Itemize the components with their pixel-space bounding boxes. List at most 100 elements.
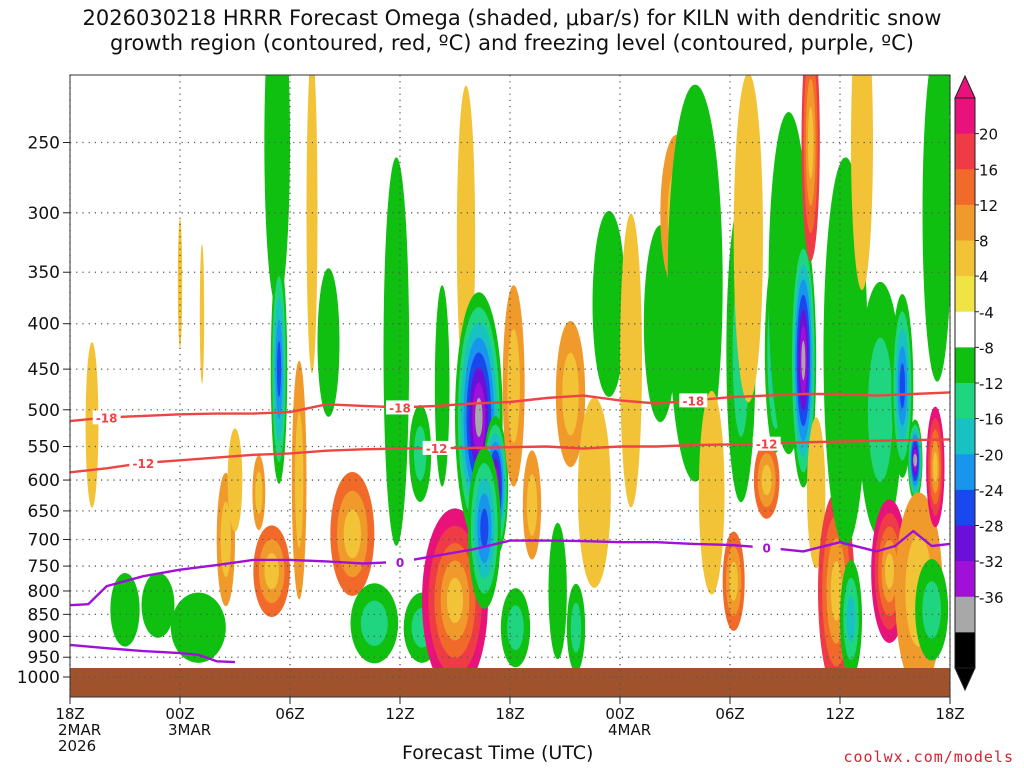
contour-label: -12 [756,438,778,452]
omega-level-4 [577,397,611,588]
y-tick-label-250: 250 [28,134,60,154]
omega-cell [422,508,488,693]
contour-label: -12 [426,442,448,456]
omega-level-4 [199,243,205,384]
omega-level-4 [807,106,814,179]
omega-cell [891,293,914,478]
omega-level-4 [729,561,739,601]
omega-cell [199,243,205,384]
colorbar-swatch-8 [955,383,975,420]
chart-title-line-1: 2026030218 HRRR Forecast Omega (shaded, … [82,6,942,30]
omega-level-4 [885,553,894,589]
omega-level--8 [667,84,723,482]
x-tick-label-18z: 18Z [935,705,964,723]
omega-level--8 [592,210,626,398]
omega-level--12 [922,581,941,639]
credit-link[interactable]: coolwx.com/models [843,748,1014,766]
omega-level-4 [446,577,464,624]
y-tick-label-700: 700 [28,530,60,550]
omega-cell [548,522,567,660]
omega-level--8 [170,592,226,663]
x-axis-label: Forecast Time (UTC) [402,742,594,764]
y-tick-label-1000: 1000 [17,668,60,688]
omega-level--24 [899,363,906,409]
omega-level--12 [360,600,388,646]
colorbar-swatch-15 [955,632,975,669]
omega-level--16 [846,595,856,642]
ground-terrain [70,668,950,697]
omega-cell [252,455,266,531]
omega-level--8 [434,285,450,487]
colorbar-swatch-13 [955,561,975,598]
omega-cell [306,75,318,374]
omega-level-4 [227,428,243,532]
y-tick-label-950: 950 [28,648,60,668]
omega-cell [915,558,949,661]
omega-level--8 [548,522,567,660]
omega-cell [667,84,723,482]
omega-level--8 [939,75,950,122]
contour-0-line [70,529,950,607]
omega-cell [170,592,226,663]
colorbar-label--12: -12 [979,375,1004,393]
y-tick-label-600: 600 [28,471,60,491]
omega-level--24 [480,508,489,549]
y-tick-label-750: 750 [28,557,60,577]
omega-cell [467,447,501,609]
colorbar-swatch-1 [955,133,975,170]
y-tick-label-300: 300 [28,204,60,224]
colorbar-swatch-3 [955,204,975,241]
omega-cell [620,213,642,508]
y-tick-label-850: 850 [28,605,60,625]
omega-cell [555,320,586,468]
colorbar-swatch-9 [955,418,975,455]
omega-cell [317,268,340,417]
omega-level-4 [851,75,873,291]
x-tick-label-06z: 06Z [715,705,744,723]
omega-cell [291,360,307,600]
omega-cell [409,404,432,502]
omega-level--8 [141,572,175,638]
omega-cell [592,210,626,398]
omega-level-4 [343,509,362,559]
contour-label-bg [92,410,121,425]
x-tick-label-18z: 18Z [495,705,524,723]
omega-level-4 [761,464,772,496]
omega-level-4 [85,342,99,508]
colorbar-label-4: 4 [979,268,989,286]
contour-label: -18 [96,411,118,425]
omega-cell [939,75,950,122]
omega-level--8 [317,268,340,417]
omega-level-4 [933,452,938,482]
colorbar-swatch-0 [955,98,975,135]
colorbar-label--16: -16 [979,411,1004,429]
colorbar-swatch-4 [955,240,975,277]
colorbar-swatch-14 [955,596,975,633]
y-tick-label-900: 900 [28,627,60,647]
omega-level--8 [264,75,290,308]
y-tick-label-450: 450 [28,360,60,380]
omega-cell [264,75,290,308]
colorbar-swatch-12 [955,525,975,562]
x-tick-label-18z: 18Z [55,705,84,723]
omega-cell [922,75,950,382]
omega-cell [522,450,542,560]
omega-cell [85,342,99,508]
omega-cell [801,75,820,262]
omega-level-4 [526,474,538,536]
omega-level-4 [255,471,263,514]
y-tick-label-400: 400 [28,315,60,335]
omega-level--8 [922,75,950,382]
omega-level--36 [475,397,483,437]
colorbar: 20 16 12 8 4 -4 -8 -12 -16 -20 -24 -28 -32 -36 [954,74,1004,692]
omega-cell [851,75,873,291]
omega-cell [500,588,531,668]
colorbar-swatch-7 [955,347,975,384]
x-tick-label-4mar: 4MAR [608,721,651,739]
contour-label-bg [679,393,708,408]
contour-label-bg [752,540,781,555]
colorbar-label--24: -24 [979,482,1004,500]
contour-label: -18 [389,401,411,415]
